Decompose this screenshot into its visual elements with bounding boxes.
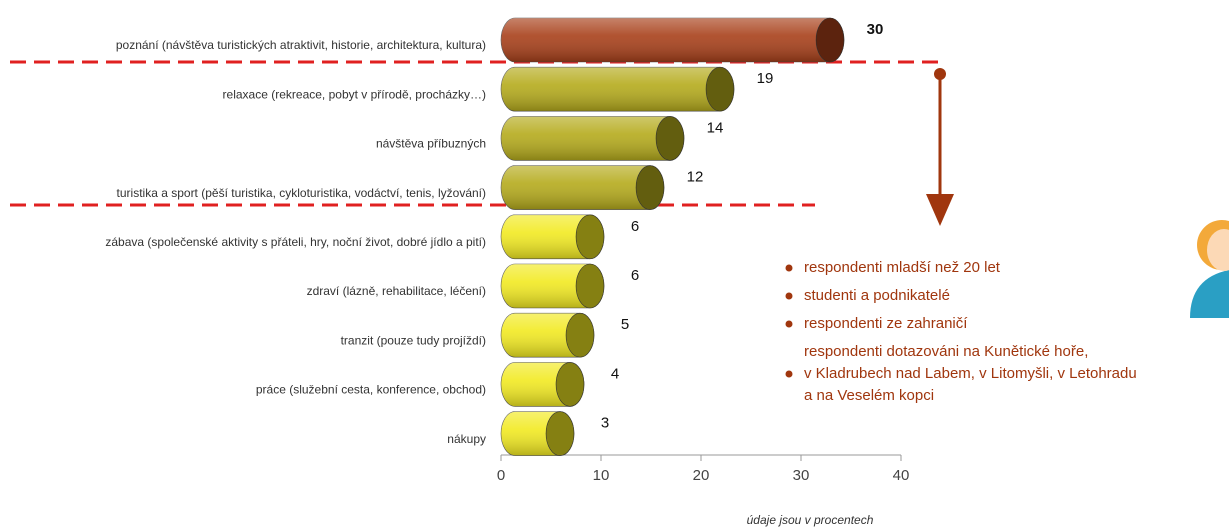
bar xyxy=(500,263,605,309)
bar-cap-shade xyxy=(556,362,584,407)
bar xyxy=(500,17,845,63)
bar-cap xyxy=(815,17,845,63)
value-label: 4 xyxy=(611,365,619,382)
annotation: studenti a podnikatelé xyxy=(804,287,950,304)
bullet xyxy=(785,292,793,300)
value-label: 12 xyxy=(687,169,704,186)
bullet xyxy=(785,370,793,378)
bar xyxy=(500,214,605,260)
x-tick-label: 40 xyxy=(893,467,910,484)
category-label: relaxace (rekreace, pobyt v přírodě, pro… xyxy=(223,87,486,101)
category-label: zdraví (lázně, rehabilitace, léčení) xyxy=(307,284,486,298)
bar-cap xyxy=(655,116,685,161)
x-tick-label: 20 xyxy=(693,467,710,484)
arrow-head xyxy=(926,194,954,226)
bar-cap xyxy=(635,165,665,210)
bar xyxy=(500,116,685,161)
bar-cap-shade xyxy=(706,67,734,112)
value-label: 6 xyxy=(631,267,639,284)
category-label: návštěva příbuzných xyxy=(376,137,486,151)
value-label: 19 xyxy=(757,70,774,87)
bar xyxy=(500,66,735,112)
category-label: tranzit (pouze tudy projíždí) xyxy=(341,333,486,347)
bar-shade xyxy=(501,18,844,62)
bar xyxy=(500,165,665,210)
bar-cap xyxy=(705,66,735,112)
bar-cap-shade xyxy=(576,214,604,259)
x-tick-label: 10 xyxy=(593,467,610,484)
bar-cap xyxy=(565,312,595,358)
category-label: práce (služební cesta, konference, obcho… xyxy=(256,383,486,397)
annotation: respondenti mladší než 20 let xyxy=(804,259,1001,276)
category-label: turistika a sport (pěší turistika, cyklo… xyxy=(117,186,486,200)
x-tick-label: 30 xyxy=(793,467,810,484)
bar-cap xyxy=(575,263,605,309)
bar-shade xyxy=(501,67,734,112)
annotation: a na Veselém kopci xyxy=(804,387,934,404)
bar-cap-shade xyxy=(636,165,664,210)
value-label: 3 xyxy=(601,415,609,432)
bar-cap-shade xyxy=(576,264,604,308)
bar-cap xyxy=(545,411,575,456)
annotation: respondenti dotazováni na Kunětické hoře… xyxy=(804,343,1088,360)
x-tick-label: 0 xyxy=(497,467,505,484)
bar-shade xyxy=(501,165,664,210)
value-label: 5 xyxy=(621,316,629,333)
bar-shade xyxy=(501,116,684,161)
annotation: v Kladrubech nad Labem, v Litomyšli, v L… xyxy=(804,365,1137,382)
category-label: zábava (společenské aktivity s přáteli, … xyxy=(105,235,486,249)
bar xyxy=(500,312,595,358)
bar-cap-shade xyxy=(656,116,684,161)
bar-cap-shade xyxy=(566,313,594,358)
bar-cap-shade xyxy=(816,18,844,62)
category-label: poznání (návštěva turistických atraktivi… xyxy=(116,38,486,52)
bar-cap-shade xyxy=(546,411,574,456)
bar-cap xyxy=(575,214,605,260)
bar-cap xyxy=(555,362,585,407)
value-label: 6 xyxy=(631,218,639,235)
person-icon xyxy=(1190,220,1229,318)
bullet xyxy=(785,320,793,328)
note: údaje jsou v procentech xyxy=(747,513,874,527)
bar xyxy=(500,362,585,407)
annotation: respondenti ze zahraničí xyxy=(804,315,968,332)
bar xyxy=(500,411,575,456)
value-label: 30 xyxy=(867,21,884,38)
category-label: nákupy xyxy=(447,432,486,446)
value-label: 14 xyxy=(707,119,724,136)
bullet xyxy=(785,264,793,272)
